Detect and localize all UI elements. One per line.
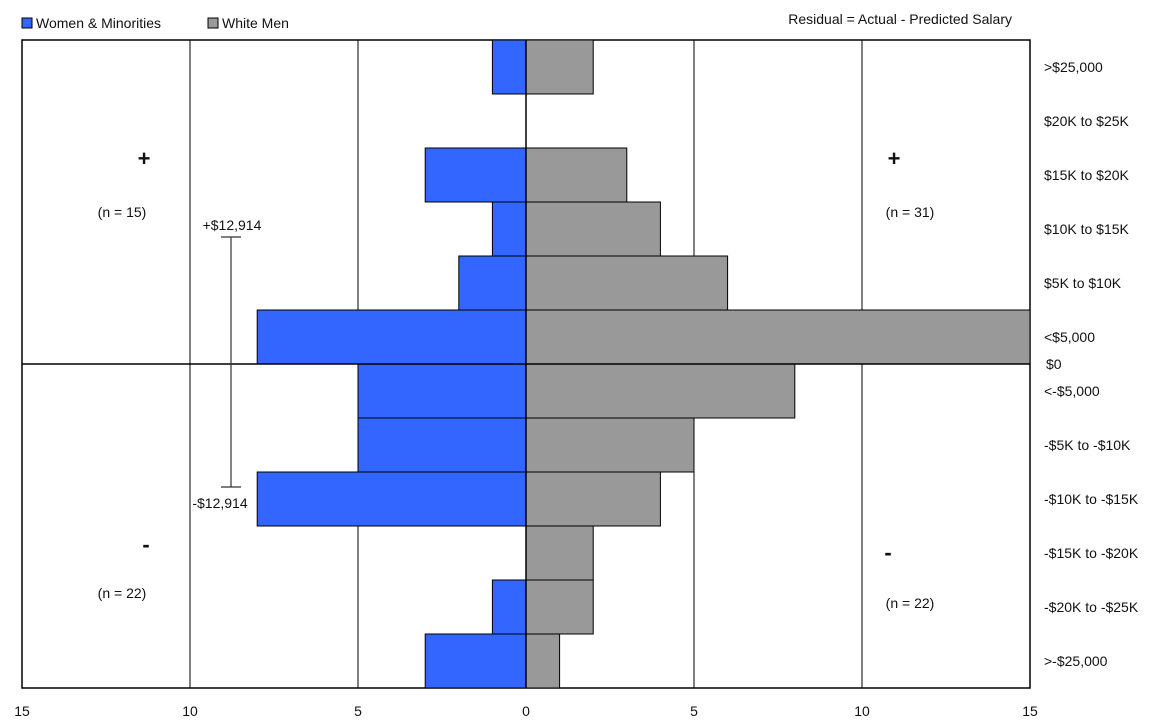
bar-white-men-10 (525, 579, 594, 635)
bar-white-men-2 (525, 147, 628, 203)
category-label-6: <-$5,000 (1044, 383, 1100, 399)
lower-left-sign: - (142, 532, 149, 557)
bar-white-men-8 (525, 471, 661, 527)
bar-women-minorities-0 (491, 39, 527, 95)
category-label-4: $5K to $10K (1044, 275, 1122, 291)
annotations: + (n = 15) + (n = 31) - (n = 22) - (n = … (98, 146, 935, 611)
bar-white-men-11 (525, 633, 561, 689)
legend-label-women-minorities: Women & Minorities (36, 15, 161, 31)
category-label-10: -$20K to -$25K (1044, 599, 1139, 615)
lower-right-sign: - (884, 540, 891, 565)
upper-right-count: (n = 31) (886, 204, 935, 220)
bar-women-minorities-3 (491, 201, 527, 257)
x-tick-0: 15 (14, 703, 30, 719)
lower-right-count: (n = 22) (886, 595, 935, 611)
category-label-8: -$10K to -$15K (1044, 491, 1139, 507)
bar-white-men-5 (525, 309, 1031, 365)
x-tick-5: 10 (854, 703, 870, 719)
bar-white-men-0 (525, 39, 594, 95)
x-tick-1: 10 (182, 703, 198, 719)
chart-note: Residual = Actual - Predicted Salary (788, 11, 1012, 27)
bar-women-minorities-5 (256, 309, 527, 365)
bar-women-minorities-10 (491, 579, 527, 635)
bar-white-men-3 (525, 201, 661, 257)
category-label-2: $15K to $20K (1044, 167, 1130, 183)
category-label-1: $20K to $25K (1044, 113, 1130, 129)
category-label-7: -$5K to -$10K (1044, 437, 1131, 453)
category-label-11: >-$25,000 (1044, 653, 1108, 669)
x-tick-3: 0 (522, 703, 530, 719)
range-bracket (221, 236, 241, 488)
bars (256, 39, 1031, 689)
category-label-9: -$15K to -$20K (1044, 545, 1139, 561)
legend: Women & Minorities White Men (21, 15, 289, 31)
axes (22, 40, 1030, 688)
bar-women-minorities-8 (256, 471, 527, 527)
legend-label-white-men: White Men (222, 15, 289, 31)
bar-white-men-6 (525, 363, 796, 419)
bar-white-men-4 (525, 255, 729, 311)
x-tick-4: 5 (690, 703, 698, 719)
category-labels: >$25,000 $20K to $25K $15K to $20K $10K to … (1044, 59, 1139, 669)
bar-women-minorities-4 (458, 255, 527, 311)
zero-label: $0 (1046, 356, 1062, 372)
legend-swatch-women-minorities (21, 17, 33, 29)
range-top-label: +$12,914 (203, 217, 262, 233)
lower-left-count: (n = 22) (98, 585, 147, 601)
bar-women-minorities-6 (357, 363, 527, 419)
bar-women-minorities-2 (424, 147, 527, 203)
bar-white-men-7 (525, 417, 695, 473)
legend-swatch-white-men (207, 17, 219, 29)
bar-women-minorities-11 (424, 633, 527, 689)
bar-women-minorities-7 (357, 417, 527, 473)
x-tick-2: 5 (354, 703, 362, 719)
upper-left-count: (n = 15) (98, 204, 147, 220)
x-tick-labels: 15 10 5 0 5 10 15 (14, 703, 1038, 719)
range-bottom-label: -$12,914 (192, 495, 247, 511)
category-label-3: $10K to $15K (1044, 221, 1130, 237)
category-label-0: >$25,000 (1044, 59, 1103, 75)
category-label-5: <$5,000 (1044, 329, 1095, 345)
bar-white-men-9 (525, 525, 594, 581)
upper-left-sign: + (138, 146, 151, 171)
x-tick-6: 15 (1022, 703, 1038, 719)
upper-right-sign: + (888, 146, 901, 171)
